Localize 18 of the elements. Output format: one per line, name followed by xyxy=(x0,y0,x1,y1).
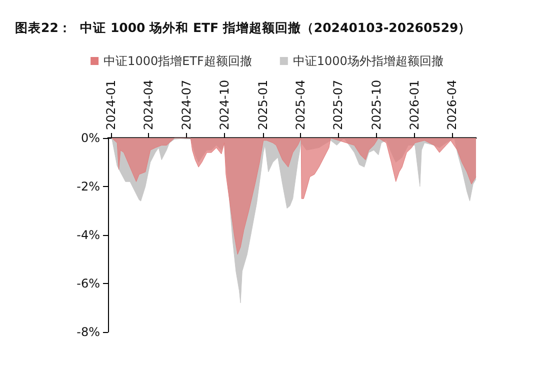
x-tick-label: 2026-04 xyxy=(444,80,459,130)
y-tick-label: -8% xyxy=(76,325,100,339)
chart-title: 图表22： 中证 1000 场外和 ETF 指增超额回撤（20240103-20260529） xyxy=(15,20,472,35)
y-tick-label: -6% xyxy=(76,276,100,290)
x-tick-label: 2025-07 xyxy=(331,80,346,130)
y-tick-label: -4% xyxy=(76,228,100,242)
legend-label: 中证1000场外指增超额回撤 xyxy=(292,54,444,68)
legend-label: 中证1000指增ETF超额回撤 xyxy=(104,54,252,68)
y-tick-label: -2% xyxy=(76,180,100,194)
x-tick-label: 2025-10 xyxy=(369,80,384,130)
x-tick-label: 2024-04 xyxy=(142,80,156,130)
x-tick-label: 2025-04 xyxy=(293,80,308,130)
x-tick-label: 2024-10 xyxy=(218,80,232,130)
x-tick-label: 2026-01 xyxy=(408,80,422,130)
x-tick-label: 2024-01 xyxy=(104,80,118,130)
y-tick-label: 0% xyxy=(80,131,100,145)
x-tick-label: 2024-07 xyxy=(180,80,194,130)
x-tick-label: 2025-01 xyxy=(256,80,270,130)
